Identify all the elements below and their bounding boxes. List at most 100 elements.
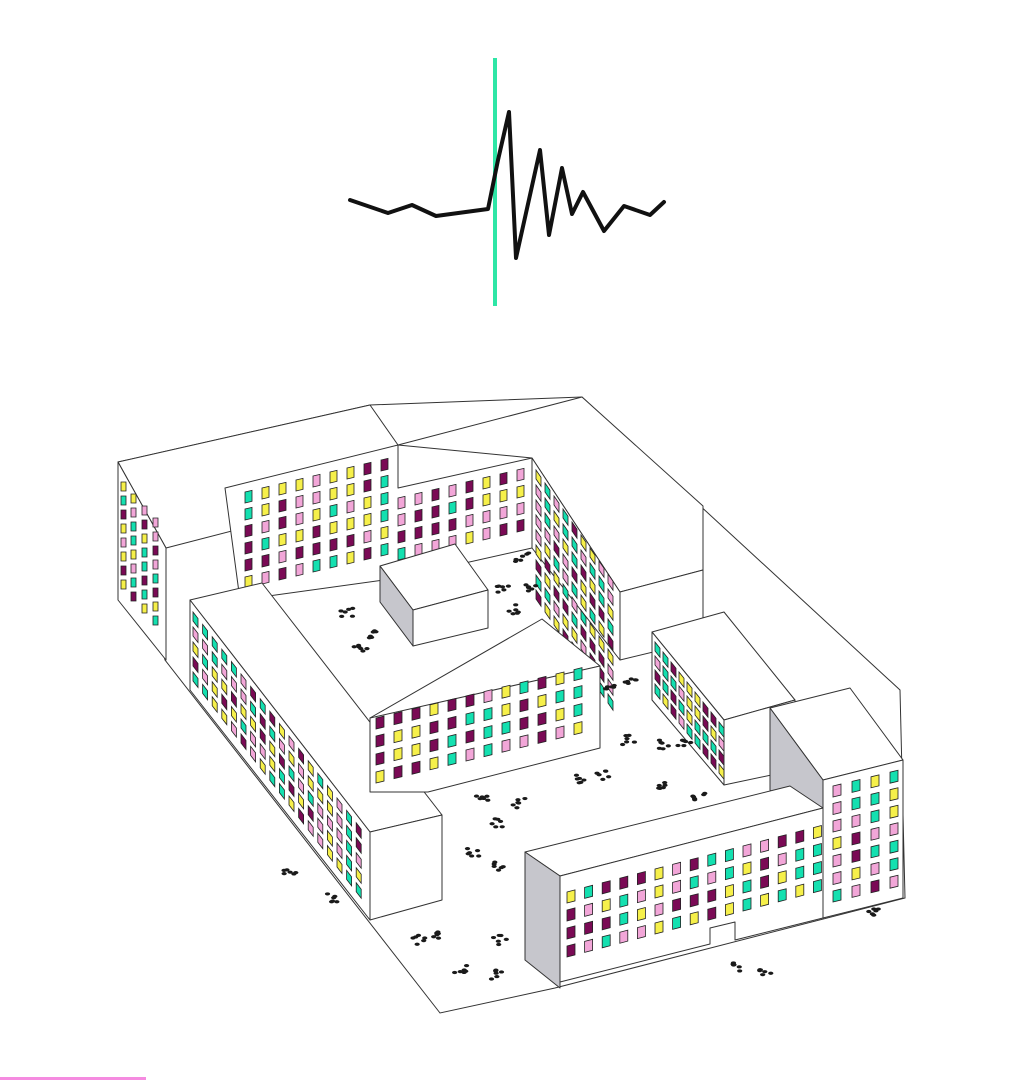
window	[312, 473, 321, 488]
window	[889, 839, 899, 854]
window	[120, 551, 127, 562]
window	[152, 559, 159, 570]
window	[336, 811, 343, 830]
window	[346, 482, 355, 497]
window	[202, 638, 209, 657]
window	[795, 883, 805, 898]
window	[317, 787, 324, 805]
window	[601, 934, 611, 949]
window	[380, 457, 389, 472]
window	[130, 493, 137, 504]
window	[725, 883, 734, 899]
window	[329, 537, 338, 552]
window	[250, 685, 257, 704]
window	[393, 729, 403, 744]
window	[482, 492, 491, 507]
window	[278, 515, 287, 530]
window	[397, 495, 406, 510]
window	[537, 711, 547, 726]
person-figure	[281, 868, 299, 876]
window	[375, 751, 385, 766]
window	[230, 720, 237, 739]
person-figure	[473, 794, 491, 802]
window	[562, 507, 569, 527]
window	[584, 902, 593, 917]
window	[562, 612, 569, 632]
window	[553, 554, 560, 574]
windows-right-small	[654, 640, 725, 781]
window	[619, 929, 629, 944]
window	[244, 557, 253, 572]
window	[535, 588, 542, 608]
window	[192, 640, 199, 659]
person-figure	[510, 796, 528, 810]
window	[317, 817, 324, 835]
window	[870, 861, 880, 876]
person-figure	[757, 968, 774, 977]
window	[562, 567, 569, 587]
window	[535, 558, 542, 578]
window	[130, 507, 137, 518]
windows-front	[566, 824, 822, 958]
window	[152, 615, 159, 626]
window	[672, 879, 681, 894]
window	[375, 769, 385, 784]
window	[393, 711, 403, 726]
window	[465, 729, 475, 744]
window	[465, 513, 474, 528]
window	[483, 689, 493, 704]
window	[607, 587, 614, 607]
window	[312, 507, 321, 522]
windows-left-west	[192, 610, 362, 900]
window	[202, 668, 209, 687]
window	[278, 532, 287, 547]
seismograph-icon	[348, 58, 666, 306]
window	[580, 578, 587, 598]
window	[501, 720, 511, 735]
person-figure	[602, 683, 617, 691]
central-box-front	[412, 589, 489, 647]
window	[535, 483, 542, 503]
window	[375, 733, 385, 748]
window	[571, 610, 578, 630]
window	[535, 528, 542, 548]
window	[269, 725, 276, 743]
window	[689, 893, 699, 908]
windows-middle	[375, 667, 583, 784]
window	[689, 911, 699, 926]
window	[288, 749, 295, 768]
window	[221, 663, 228, 681]
person-figure	[338, 606, 356, 618]
window	[544, 571, 551, 591]
window	[363, 461, 372, 476]
window	[562, 597, 569, 617]
window	[202, 683, 209, 702]
window	[317, 802, 324, 820]
window	[725, 847, 734, 863]
window	[120, 523, 127, 534]
window	[694, 704, 701, 723]
person-figure	[622, 677, 639, 685]
window	[230, 675, 237, 694]
window	[516, 501, 525, 516]
person-figure	[351, 643, 370, 653]
window	[329, 554, 338, 569]
window	[562, 522, 569, 542]
window	[566, 907, 576, 922]
window	[429, 756, 439, 771]
window	[851, 778, 861, 793]
window	[363, 478, 372, 493]
window	[278, 767, 285, 786]
window	[141, 603, 148, 614]
window	[363, 495, 372, 510]
window	[686, 722, 693, 741]
window	[654, 668, 661, 687]
window	[141, 561, 148, 572]
window	[288, 734, 295, 753]
window	[380, 491, 389, 506]
window	[312, 541, 321, 556]
window	[580, 563, 587, 583]
window	[411, 706, 421, 721]
window	[326, 799, 333, 818]
window	[544, 481, 551, 501]
